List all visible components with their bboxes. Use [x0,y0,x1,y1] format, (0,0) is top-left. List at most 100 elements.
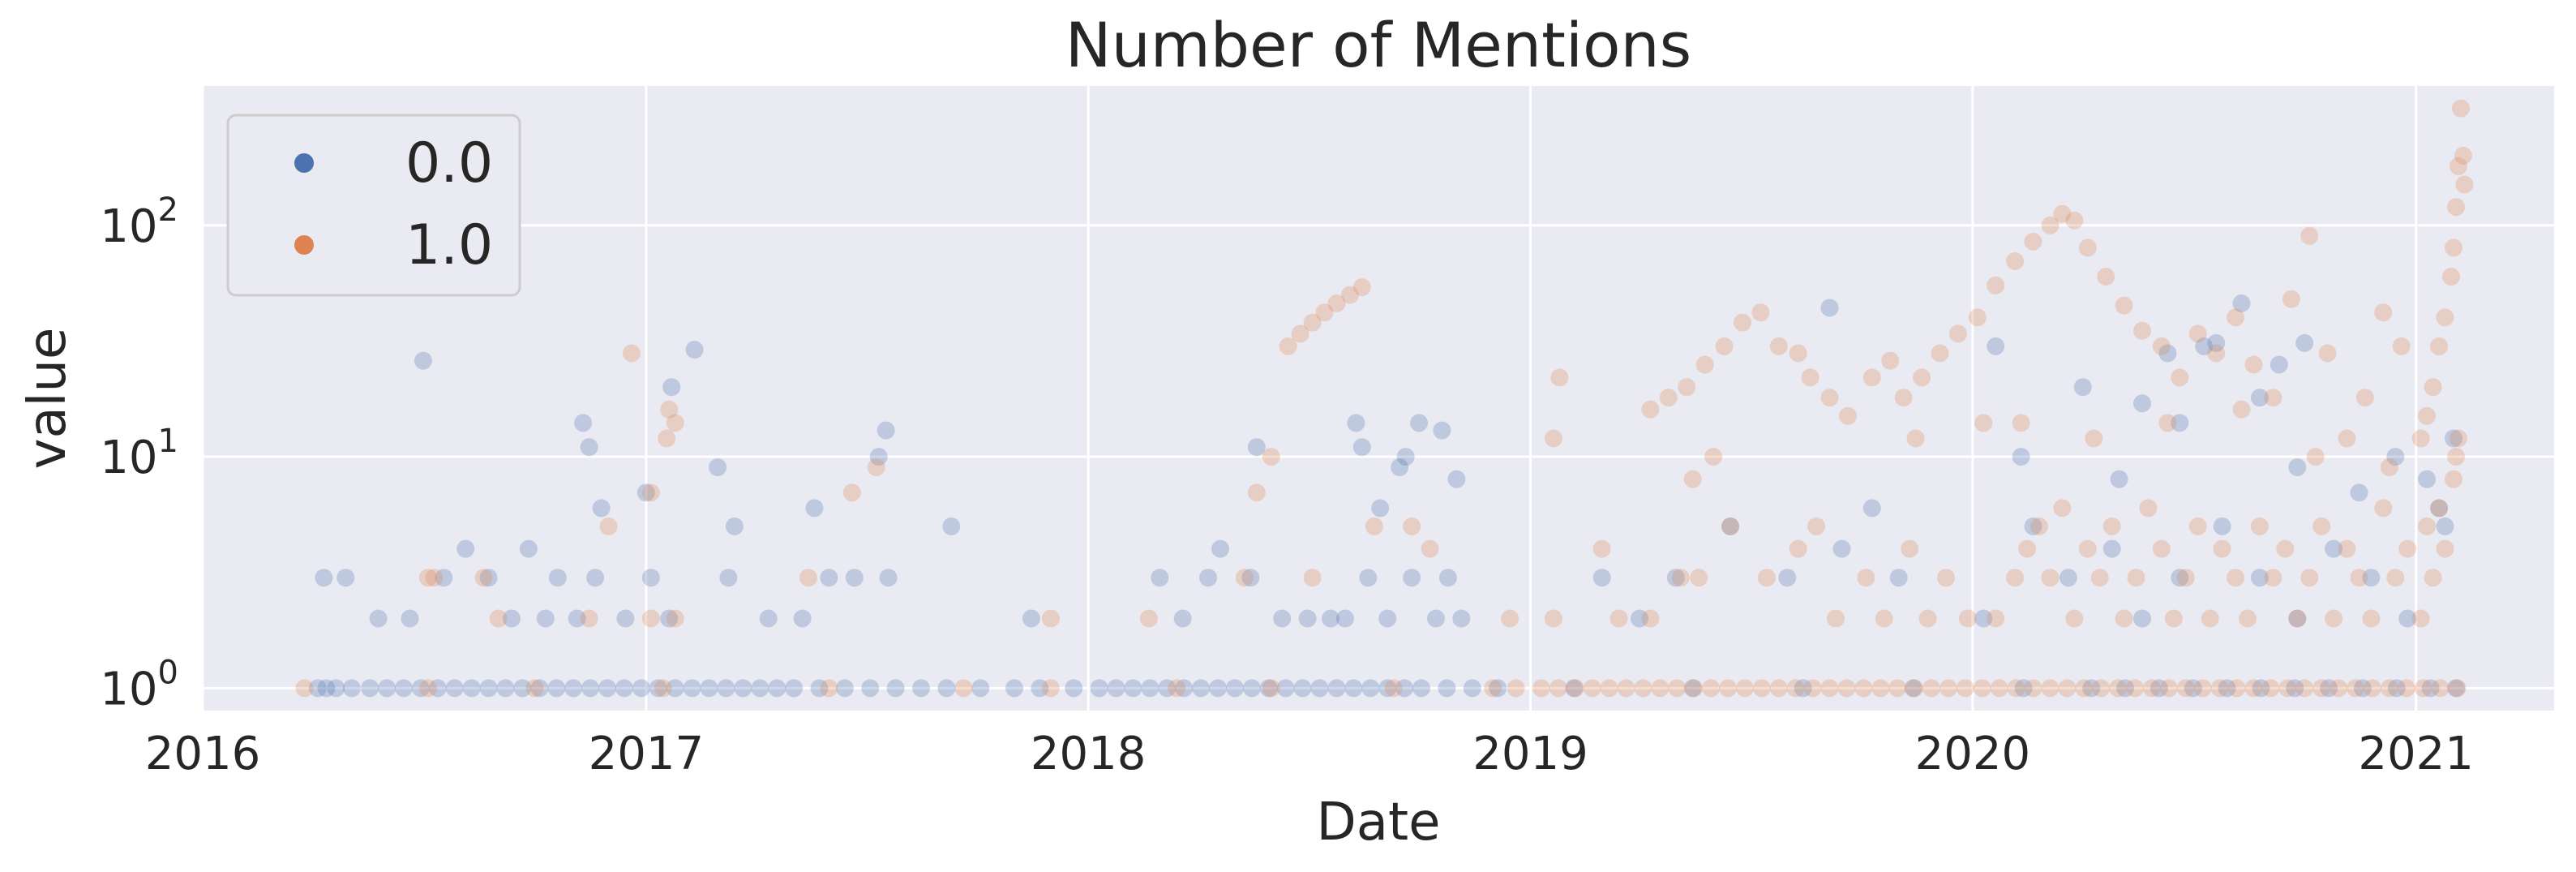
scatter-point-series-0 [1352,438,1371,457]
scatter-point-series-1 [1789,539,1807,558]
scatter-point-series-0 [615,679,633,698]
scatter-point-series-0 [662,378,681,397]
x-tick-label: 2016 [145,728,261,780]
scatter-point-series-0 [568,609,586,628]
scatter-point-series-1 [2278,679,2297,698]
scatter-point-series-1 [1906,429,1925,448]
scatter-point-series-1 [2374,499,2393,518]
scatter-point-series-0 [1242,679,1261,698]
scatter-point-series-0 [1065,679,1083,698]
scatter-point-series-0 [1794,679,1812,698]
scatter-point-series-1 [1918,609,1937,628]
scatter-point-series-1 [1550,368,1569,387]
scatter-point-series-1 [2041,679,2060,698]
scatter-point-series-1 [2210,679,2229,698]
scatter-point-series-0 [1391,458,1409,477]
scatter-point-series-1 [666,414,684,432]
grid-lines [201,86,2554,711]
scatter-point-series-0 [2133,609,2151,628]
scatter-point-series-1 [1752,679,1771,698]
scatter-point-series-1 [1327,294,1346,312]
scatter-point-series-1 [2058,679,2077,698]
scatter-point-series-0 [1209,679,1227,698]
scatter-point-series-1 [1786,679,1805,698]
scatter-point-series-1 [2127,569,2145,587]
scatter-point-series-0 [810,679,829,698]
scatter-point-series-1 [2006,252,2025,270]
scatter-point-series-1 [2264,569,2282,587]
scatter-point-series-0 [2213,517,2231,535]
scatter-point-series-1 [1757,569,1776,587]
x-axis-title: Date [1317,793,1441,853]
scatter-point-series-0 [1293,679,1312,698]
scatter-point-series-1 [1894,389,1913,407]
scatter-point-series-1 [2092,679,2111,698]
scatter-point-series-0 [2250,389,2269,407]
scatter-point-series-0 [479,679,498,698]
scatter-point-series-1 [1566,679,1584,698]
scatter-point-series-0 [717,679,735,698]
scatter-point-series-1 [1987,276,2005,294]
scatter-point-series-1 [2006,569,2025,587]
scatter-point-series-1 [2447,198,2465,217]
scatter-point-series-0 [820,569,838,587]
scatter-point-series-1 [1875,609,1893,628]
scatter-point-series-0 [1276,679,1295,698]
scatter-point-series-1 [2164,609,2183,628]
scatter-point-series-1 [1837,679,1856,698]
scatter-point-series-0 [1022,609,1040,628]
scatter-point-series-1 [1641,400,1660,419]
scatter-point-series-1 [2139,499,2158,518]
scatter-point-series-1 [1671,569,1690,587]
scatter-point-series-0 [1832,539,1851,558]
scatter-point-series-1 [418,679,437,698]
scatter-point-series-0 [530,679,549,698]
scatter-point-series-0 [632,679,650,698]
scatter-point-series-1 [1719,679,1737,698]
scatter-point-series-1 [2430,499,2449,518]
scatter-point-series-1 [1888,679,1907,698]
scatter-point-series-1 [1247,483,1266,502]
scatter-point-series-0 [2325,539,2343,558]
scatter-point-series-1 [2380,458,2398,477]
scatter-point-series-1 [2411,609,2430,628]
scatter-point-series-1 [1690,569,1708,587]
scatter-point-series-1 [2152,337,2171,355]
scatter-point-series-0 [759,609,778,628]
scatter-point-series-0 [2286,679,2304,698]
scatter-point-series-1 [2362,609,2381,628]
scatter-point-series-1 [2445,238,2462,257]
scatter-point-series-1 [2374,303,2393,322]
scatter-point-series-0 [2171,569,2189,587]
scatter-point-series-1 [1702,679,1721,698]
scatter-point-series-0 [725,517,744,535]
scatter-point-series-0 [1141,679,1159,698]
scatter-point-series-0 [2207,333,2226,352]
scatter-point-series-0 [1310,679,1329,698]
scatter-point-series-0 [734,679,752,698]
scatter-point-series-0 [2232,294,2251,312]
scatter-point-series-1 [1769,679,1788,698]
scatter-point-series-1 [2392,337,2411,355]
scatter-point-series-1 [2115,296,2133,315]
scatter-point-series-1 [1315,303,1334,322]
scatter-point-series-0 [1347,414,1365,432]
scatter-point-series-0 [2288,458,2307,477]
scatter-point-series-0 [513,679,532,698]
scatter-point-series-1 [1685,679,1704,698]
scatter-point-series-1 [2445,470,2462,488]
scatter-point-series-1 [2030,517,2048,535]
scatter-point-series-1 [1839,406,1857,425]
scatter-point-series-0 [793,609,812,628]
scatter-point-series-1 [1956,679,1974,698]
scatter-point-series-1 [1827,609,1845,628]
scatter-point-series-0 [378,679,396,698]
scatter-point-series-0 [1259,679,1278,698]
scatter-point-series-0 [1396,448,1415,466]
scatter-point-series-0 [519,539,538,558]
scatter-point-series-0 [1427,609,1445,628]
legend-label-0: 0.0 [405,131,493,195]
scatter-point-series-1 [2188,517,2207,535]
scatter-point-series-0 [1666,569,1685,587]
scatter-point-series-1 [2436,308,2454,327]
